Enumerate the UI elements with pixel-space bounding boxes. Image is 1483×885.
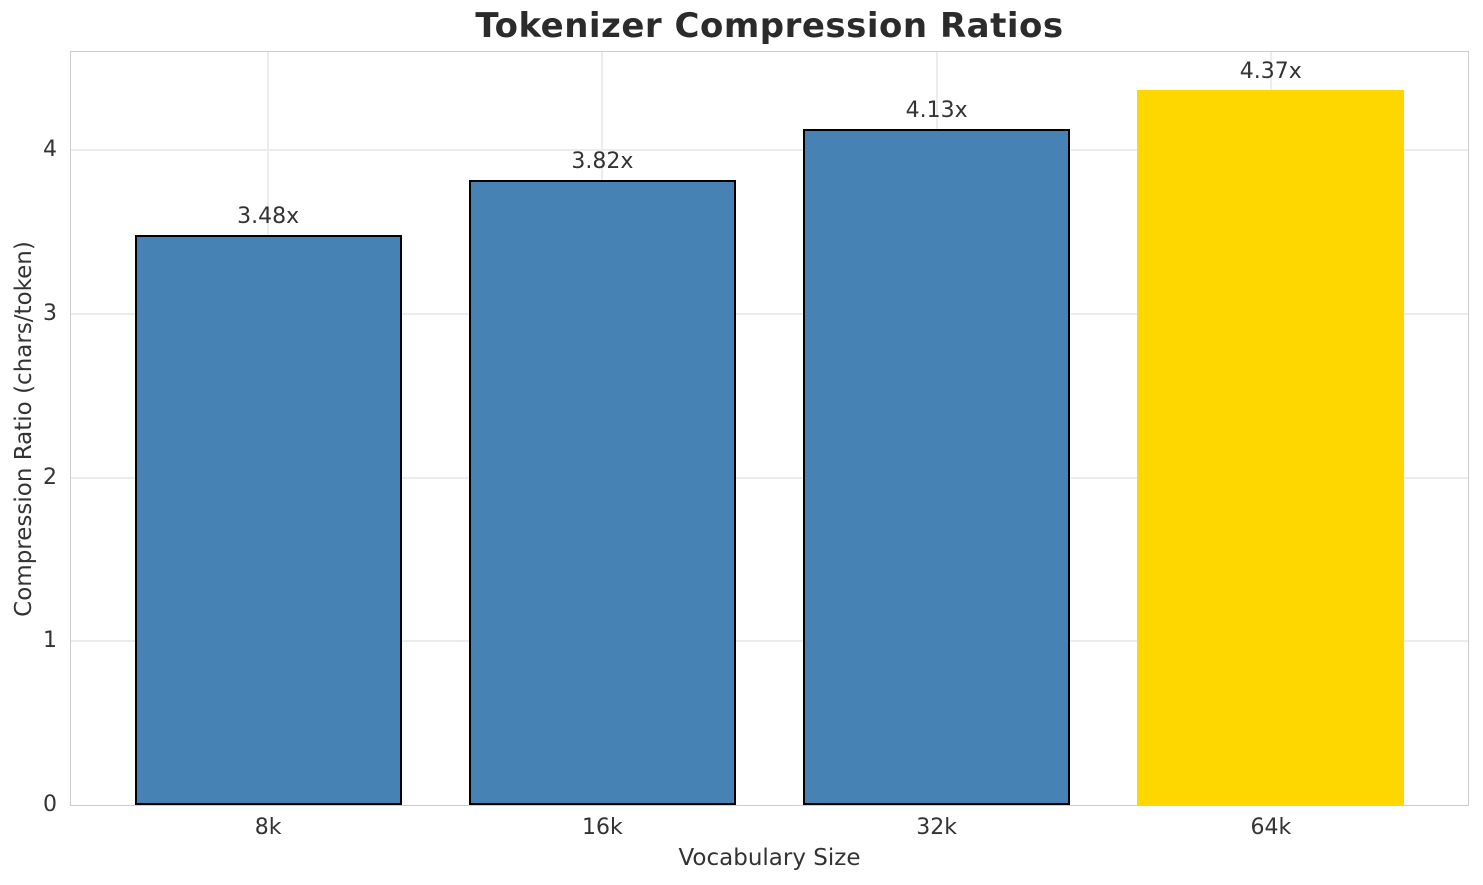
gridline-horizontal (71, 476, 1468, 479)
bar-value-label: 3.48x (237, 204, 300, 230)
y-tick-label: 4 (43, 137, 57, 163)
bar (468, 179, 737, 805)
plot-area: 0 1 2 3 4 3.48x 8k 3.82x 16k 4.13x 32k 4.37x 64k (43, 51, 1469, 840)
gridline-horizontal (71, 312, 1468, 315)
bar-value-label: 4.37x (1239, 58, 1302, 84)
gridline-horizontal (71, 640, 1468, 643)
x-tick-label: 64k (1250, 815, 1292, 840)
x-tick-label: 16k (582, 815, 623, 840)
bar (1137, 89, 1405, 805)
y-tick-label: 2 (43, 464, 57, 490)
bar-value-label: 4.13x (905, 97, 968, 123)
bar-value-label: 3.82x (571, 148, 634, 174)
bar (134, 235, 402, 805)
x-axis-label: Vocabulary Size (678, 845, 861, 871)
y-tick-label: 0 (43, 792, 57, 817)
y-tick-label: 1 (43, 628, 57, 654)
y-axis-label-box: Compression Ratio (chars/token) (0, 51, 48, 806)
bar (802, 128, 1071, 805)
x-tick-label: 32k (916, 815, 957, 840)
gridline-horizontal (71, 149, 1468, 152)
chart-title: Tokenizer Compression Ratios (475, 6, 1064, 46)
y-axis-label: Compression Ratio (chars/token) (11, 240, 37, 617)
y-tick-label: 3 (43, 300, 57, 326)
x-tick-label: 8k (254, 815, 282, 840)
